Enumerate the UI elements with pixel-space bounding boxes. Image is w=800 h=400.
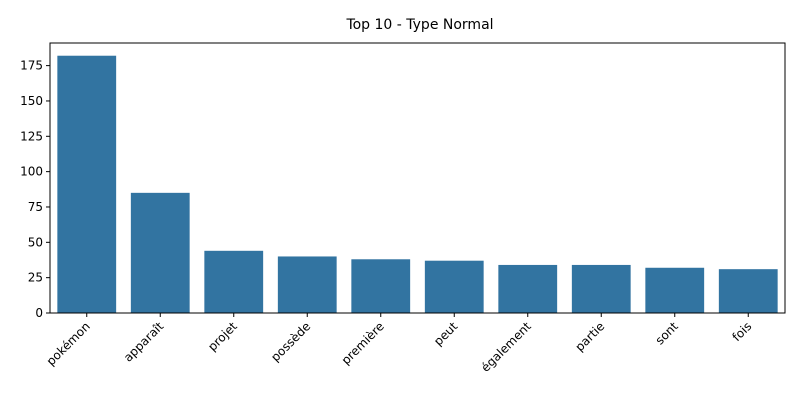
bar-possède (277, 256, 337, 313)
bar-fois (718, 269, 778, 313)
x-tick-label: possède (268, 319, 313, 364)
x-tick-label: apparaît (121, 319, 167, 365)
y-tick-label: 125 (20, 129, 43, 143)
y-axis: 0 25 50 75 100 125 150 175 (20, 59, 50, 320)
bar-partie (571, 264, 631, 313)
x-tick-label: fois (730, 319, 755, 344)
bar-peut (424, 260, 484, 313)
x-tick-label: partie (572, 319, 607, 354)
y-tick-label: 25 (28, 271, 43, 285)
y-tick-label: 100 (20, 165, 43, 179)
x-tick-label: pokémon (44, 319, 93, 368)
bar-première (351, 259, 411, 313)
plot-frame (49, 42, 786, 314)
x-axis: pokémon apparaît projet possède première peut… (44, 313, 755, 375)
y-tick-label: 175 (20, 59, 43, 73)
x-tick-label: également (478, 319, 534, 375)
x-tick-label: peut (431, 319, 460, 348)
bar-également (498, 264, 558, 313)
y-tick-label: 75 (28, 200, 43, 214)
x-tick-label: projet (205, 319, 240, 354)
x-tick-label: première (339, 319, 387, 367)
y-tick-label: 50 (28, 235, 43, 249)
chart-title: Top 10 - Type Normal (345, 17, 493, 33)
bar-sont (645, 267, 705, 313)
bars-layer (57, 55, 778, 313)
bar-projet (204, 250, 264, 313)
y-tick-label: 150 (20, 94, 43, 108)
y-tick-label: 0 (35, 306, 43, 320)
x-tick-label: sont (653, 319, 681, 347)
bar-apparaît (130, 192, 190, 313)
bar-pokémon (57, 55, 117, 313)
